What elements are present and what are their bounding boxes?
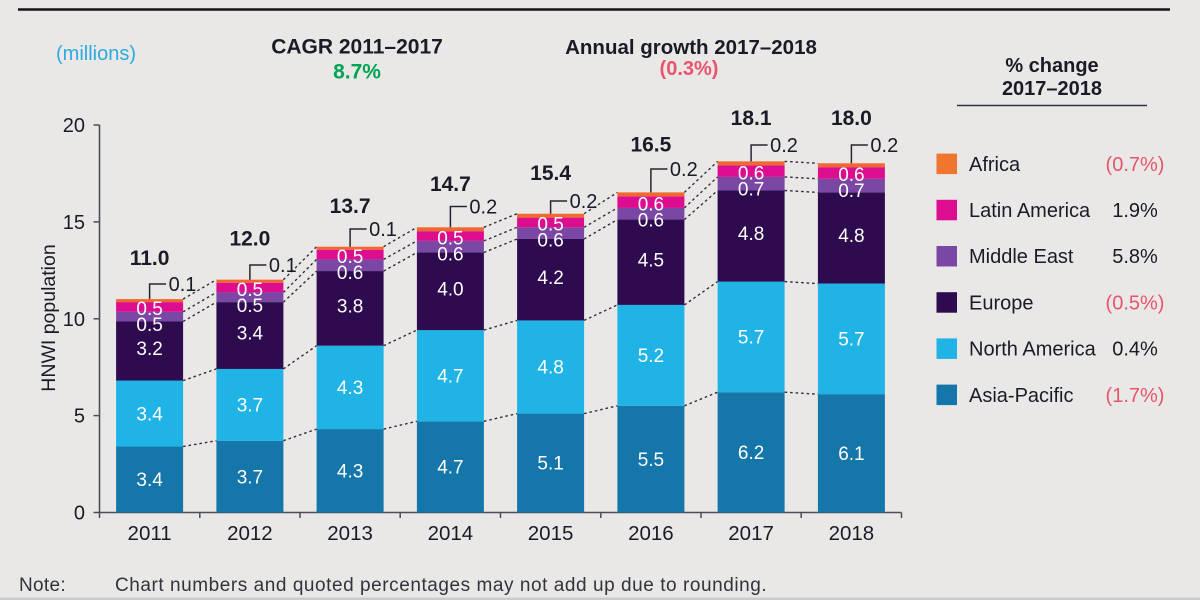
svg-text:HNWI population: HNWI population — [38, 244, 60, 391]
svg-text:15.4: 15.4 — [530, 162, 571, 185]
svg-text:13.7: 13.7 — [330, 195, 371, 218]
svg-text:5.7: 5.7 — [738, 328, 764, 349]
svg-text:0.2: 0.2 — [570, 191, 598, 213]
svg-text:0: 0 — [74, 503, 85, 525]
svg-text:3.8: 3.8 — [337, 297, 363, 318]
svg-text:0.7: 0.7 — [738, 179, 764, 200]
svg-text:20: 20 — [63, 115, 85, 137]
svg-text:10: 10 — [63, 309, 85, 331]
svg-text:Europe: Europe — [969, 292, 1034, 314]
svg-text:2016: 2016 — [628, 522, 674, 545]
svg-text:2012: 2012 — [227, 522, 273, 545]
svg-text:12.0: 12.0 — [229, 228, 270, 251]
svg-text:4.5: 4.5 — [638, 250, 664, 271]
svg-text:Annual growth 2017–2018: Annual growth 2017–2018 — [565, 36, 817, 59]
svg-text:6.2: 6.2 — [738, 443, 764, 464]
svg-text:% change: % change — [1005, 55, 1098, 77]
svg-text:3.7: 3.7 — [237, 467, 263, 488]
svg-text:CAGR 2011–2017: CAGR 2011–2017 — [271, 36, 443, 59]
svg-text:(millions): (millions) — [56, 43, 136, 65]
svg-text:5.5: 5.5 — [638, 450, 664, 471]
svg-text:3.4: 3.4 — [136, 404, 163, 425]
svg-text:0.6: 0.6 — [738, 163, 764, 184]
svg-text:0.5: 0.5 — [136, 299, 162, 320]
svg-text:5.2: 5.2 — [638, 346, 664, 367]
svg-text:North America: North America — [969, 339, 1097, 361]
svg-text:Africa: Africa — [969, 154, 1021, 176]
svg-text:8.7%: 8.7% — [333, 61, 381, 84]
svg-text:(0.7%): (0.7%) — [1106, 154, 1165, 176]
svg-text:2017–2018: 2017–2018 — [1002, 78, 1102, 100]
svg-text:16.5: 16.5 — [630, 134, 671, 157]
svg-text:2015: 2015 — [528, 522, 574, 545]
svg-text:(0.3%): (0.3%) — [660, 58, 719, 80]
svg-text:0.5: 0.5 — [237, 280, 263, 301]
svg-text:5.7: 5.7 — [838, 330, 864, 351]
svg-text:0.4%: 0.4% — [1112, 339, 1158, 361]
svg-text:0.6: 0.6 — [638, 194, 664, 215]
svg-text:2017: 2017 — [728, 522, 774, 545]
svg-text:1.9%: 1.9% — [1112, 200, 1158, 222]
svg-text:0.1: 0.1 — [169, 274, 197, 296]
svg-text:4.2: 4.2 — [537, 268, 563, 289]
svg-text:Asia-Pacific: Asia-Pacific — [969, 385, 1073, 407]
svg-text:0.2: 0.2 — [469, 197, 497, 219]
svg-text:3.4: 3.4 — [237, 324, 264, 345]
svg-text:0.1: 0.1 — [269, 255, 297, 277]
svg-text:Middle East: Middle East — [969, 246, 1074, 268]
svg-text:11.0: 11.0 — [130, 247, 170, 270]
svg-text:Note:: Note: — [19, 575, 66, 596]
svg-text:3.2: 3.2 — [136, 339, 162, 360]
svg-text:0.2: 0.2 — [870, 135, 898, 157]
svg-text:0.5: 0.5 — [237, 296, 263, 317]
svg-text:4.7: 4.7 — [437, 458, 463, 479]
svg-text:4.7: 4.7 — [437, 366, 463, 387]
svg-text:18.0: 18.0 — [831, 107, 872, 130]
svg-text:0.7: 0.7 — [838, 181, 864, 202]
svg-text:0.6: 0.6 — [838, 165, 864, 186]
svg-text:15: 15 — [63, 212, 85, 234]
svg-text:0.5: 0.5 — [136, 315, 162, 336]
svg-text:4.3: 4.3 — [337, 378, 363, 399]
svg-text:0.2: 0.2 — [770, 135, 798, 157]
svg-text:0.1: 0.1 — [369, 219, 397, 241]
svg-text:5: 5 — [74, 406, 85, 428]
svg-text:5.8%: 5.8% — [1112, 246, 1158, 268]
svg-text:0.5: 0.5 — [437, 228, 463, 249]
svg-text:3.7: 3.7 — [237, 396, 263, 417]
svg-text:2014: 2014 — [428, 522, 474, 545]
svg-text:Latin America: Latin America — [969, 200, 1091, 222]
svg-text:0.6: 0.6 — [337, 263, 363, 284]
svg-text:2011: 2011 — [128, 522, 172, 545]
svg-text:4.3: 4.3 — [337, 462, 363, 483]
svg-text:0.5: 0.5 — [337, 247, 363, 268]
svg-text:0.2: 0.2 — [670, 159, 698, 181]
svg-text:(1.7%): (1.7%) — [1106, 385, 1165, 407]
svg-text:Chart numbers and quoted perce: Chart numbers and quoted percentages may… — [115, 575, 767, 596]
svg-text:4.8: 4.8 — [738, 224, 764, 245]
svg-text:14.7: 14.7 — [430, 173, 471, 196]
svg-text:18.1: 18.1 — [731, 107, 772, 130]
svg-text:0.6: 0.6 — [437, 244, 463, 265]
svg-text:5.1: 5.1 — [537, 454, 563, 475]
svg-text:4.8: 4.8 — [838, 226, 864, 247]
svg-text:4.0: 4.0 — [437, 280, 463, 301]
svg-text:0.6: 0.6 — [537, 231, 563, 252]
svg-text:0.6: 0.6 — [638, 210, 664, 231]
svg-text:4.8: 4.8 — [537, 358, 563, 379]
svg-text:2018: 2018 — [829, 522, 875, 545]
svg-text:2013: 2013 — [327, 522, 373, 545]
svg-text:0.5: 0.5 — [537, 215, 563, 236]
svg-text:6.1: 6.1 — [838, 444, 864, 465]
svg-text:(0.5%): (0.5%) — [1106, 292, 1165, 314]
svg-text:3.4: 3.4 — [136, 470, 163, 491]
